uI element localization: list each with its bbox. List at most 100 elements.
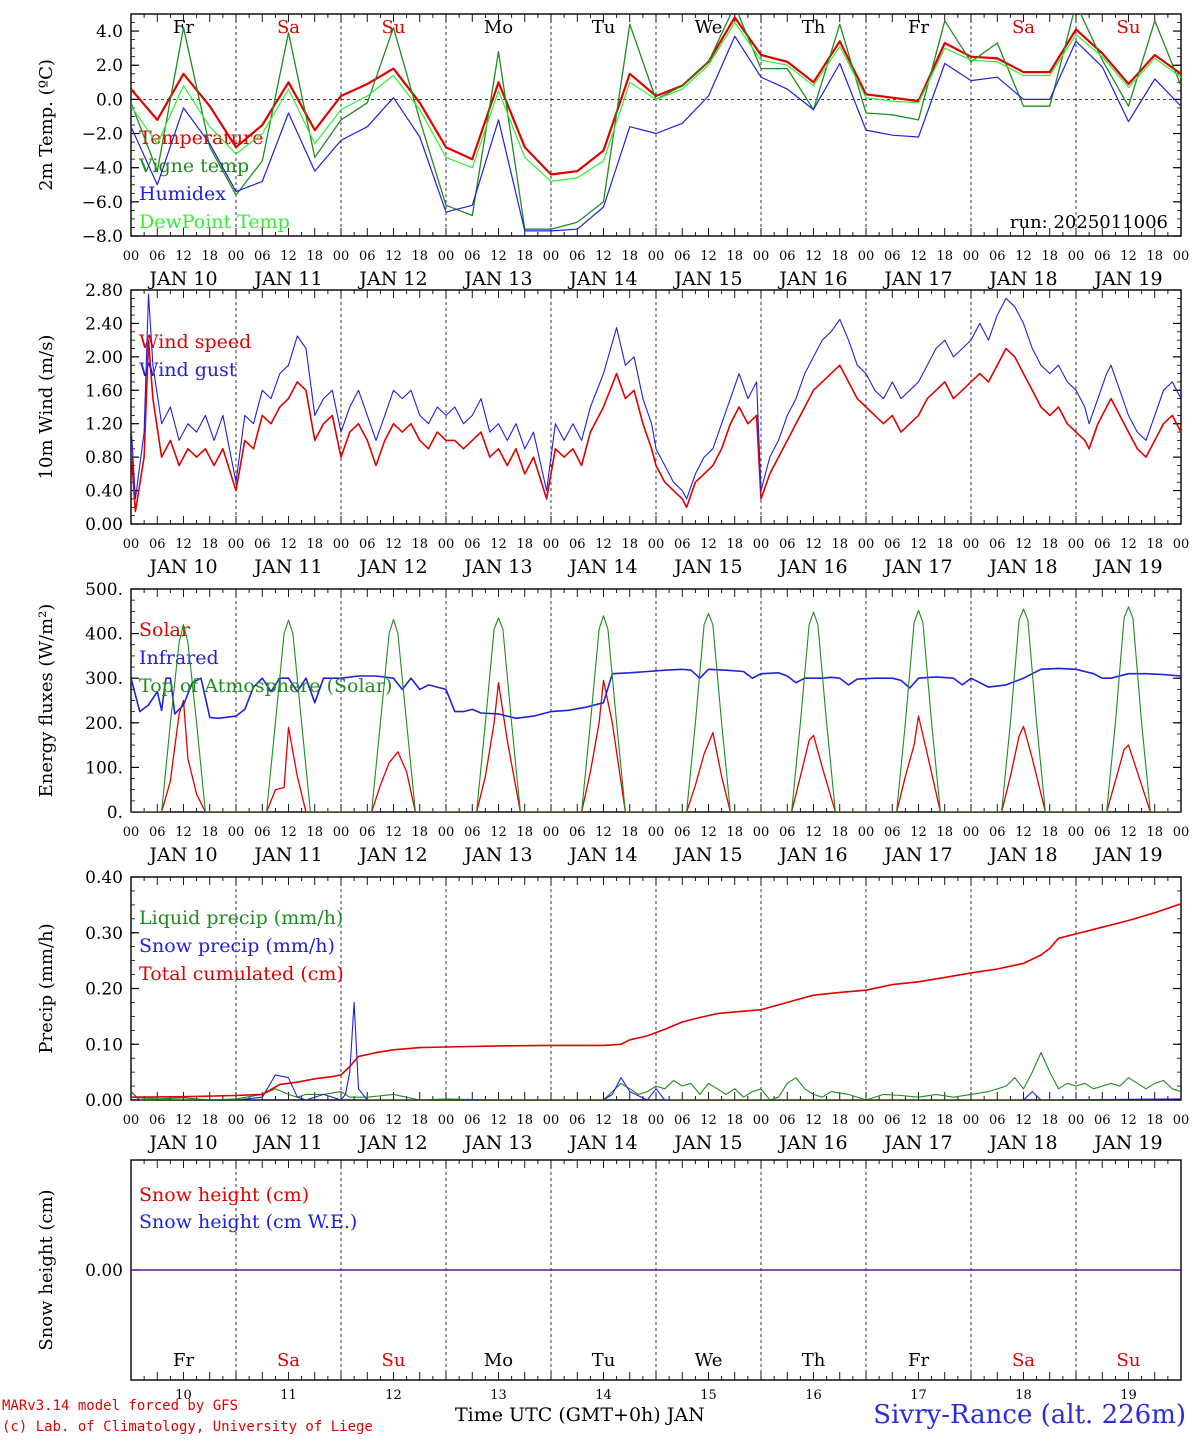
x-hour-label: 06	[989, 249, 1006, 264]
x-hour-label: 12	[175, 537, 192, 552]
legend-label: Humidex	[139, 183, 226, 205]
series-line-solar	[131, 679, 1181, 812]
weekday-label: Mo	[484, 17, 513, 38]
x-date-label: JAN 12	[357, 1132, 427, 1154]
legend-label: Top of Atmosphere (Solar)	[139, 675, 392, 697]
x-hour-label: 18	[516, 825, 533, 840]
x-hour-label: 18	[1041, 537, 1058, 552]
x-hour-label: 12	[1015, 249, 1032, 264]
x-hour-label: 00	[1068, 249, 1085, 264]
day-number-label: 14	[595, 1388, 612, 1403]
x-hour-label: 18	[831, 537, 848, 552]
x-date-label: JAN 10	[147, 844, 217, 866]
x-hour-label: 12	[910, 825, 927, 840]
x-hour-label: 06	[254, 825, 271, 840]
x-date-label: JAN 14	[567, 1132, 637, 1154]
x-hour-label: 06	[1094, 249, 1111, 264]
x-date-label: JAN 16	[777, 844, 847, 866]
x-hour-label: 00	[1173, 1113, 1190, 1128]
x-hour-label: 12	[700, 825, 717, 840]
x-date-label: JAN 11	[252, 556, 322, 578]
y-tick-label: 500.	[85, 580, 123, 600]
x-hour-label: 18	[306, 1113, 323, 1128]
x-hour-label: 00	[333, 825, 350, 840]
x-hour-label: 18	[1041, 1113, 1058, 1128]
x-date-label: JAN 16	[777, 556, 847, 578]
x-hour-label: 00	[753, 825, 770, 840]
x-date-label: JAN 16	[777, 268, 847, 290]
x-hour-label: 18	[1146, 537, 1163, 552]
x-hour-label: 18	[936, 1113, 953, 1128]
x-hour-label: 00	[858, 1113, 875, 1128]
y-tick-label: 0.30	[85, 924, 123, 944]
x-date-label: JAN 18	[987, 1132, 1057, 1154]
x-hour-label: 00	[1068, 537, 1085, 552]
x-hour-label: 18	[201, 1113, 218, 1128]
x-date-label: JAN 19	[1092, 556, 1162, 578]
x-hour-label: 12	[280, 825, 297, 840]
x-hour-label: 00	[1173, 825, 1190, 840]
x-hour-label: 12	[595, 249, 612, 264]
x-date-label: JAN 19	[1092, 268, 1162, 290]
y-tick-label: 1.60	[85, 381, 123, 401]
legend-label: Total cumulated (cm)	[139, 963, 344, 985]
day-number-label: 12	[385, 1388, 402, 1403]
x-hour-label: 18	[306, 825, 323, 840]
x-hour-label: 06	[884, 1113, 901, 1128]
weekday-label: Sa	[1012, 17, 1035, 38]
day-number-label: 13	[490, 1388, 507, 1403]
x-hour-label: 06	[149, 825, 166, 840]
y-tick-label: 0.00	[85, 515, 123, 535]
weekday-label: Sa	[277, 17, 300, 38]
x-hour-label: 00	[753, 537, 770, 552]
x-hour-label: 06	[674, 537, 691, 552]
x-date-label: JAN 13	[462, 268, 532, 290]
x-hour-label: 00	[438, 1113, 455, 1128]
x-hour-label: 18	[1041, 249, 1058, 264]
x-hour-label: 06	[1094, 825, 1111, 840]
x-hour-label: 18	[1146, 1113, 1163, 1128]
x-hour-label: 12	[385, 825, 402, 840]
x-hour-label: 06	[149, 537, 166, 552]
x-axis-title: Time UTC (GMT+0h) JAN	[455, 1404, 705, 1426]
x-hour-label: 12	[1015, 537, 1032, 552]
x-hour-label: 00	[228, 1113, 245, 1128]
x-hour-label: 12	[805, 1113, 822, 1128]
x-hour-label: 06	[464, 1113, 481, 1128]
x-hour-label: 12	[385, 537, 402, 552]
x-hour-label: 18	[831, 825, 848, 840]
x-hour-label: 06	[149, 1113, 166, 1128]
y-tick-label: 0.40	[85, 868, 123, 888]
x-hour-label: 00	[333, 1113, 350, 1128]
x-hour-label: 12	[385, 1113, 402, 1128]
x-hour-label: 18	[1146, 825, 1163, 840]
weekday-label: Tu	[592, 17, 616, 38]
x-date-label: JAN 15	[672, 268, 742, 290]
x-hour-label: 00	[963, 825, 980, 840]
x-hour-label: 12	[910, 537, 927, 552]
x-hour-label: 06	[989, 825, 1006, 840]
legend-label: Liquid precip (mm/h)	[139, 907, 343, 929]
x-hour-label: 06	[359, 249, 376, 264]
weekday-label: Sa	[1012, 1350, 1035, 1371]
x-hour-label: 18	[306, 249, 323, 264]
x-hour-label: 00	[648, 537, 665, 552]
legend-label: Snow precip (mm/h)	[139, 935, 335, 957]
x-hour-label: 00	[123, 537, 140, 552]
x-hour-label: 18	[201, 249, 218, 264]
x-hour-label: 12	[490, 537, 507, 552]
day-number-label: 15	[700, 1388, 717, 1403]
series-line-humidex	[131, 35, 1181, 232]
x-hour-label: 18	[726, 537, 743, 552]
x-hour-label: 18	[621, 1113, 638, 1128]
x-hour-label: 18	[621, 249, 638, 264]
x-date-label: JAN 15	[672, 556, 742, 578]
series-line-wind-gust	[131, 293, 1181, 500]
y-tick-label: 2.40	[85, 314, 123, 334]
x-date-label: JAN 16	[777, 1132, 847, 1154]
x-hour-label: 06	[779, 1113, 796, 1128]
x-date-label: JAN 17	[882, 844, 952, 866]
legend-label: Wind speed	[139, 331, 251, 353]
x-date-label: JAN 17	[882, 556, 952, 578]
x-hour-label: 06	[254, 1113, 271, 1128]
